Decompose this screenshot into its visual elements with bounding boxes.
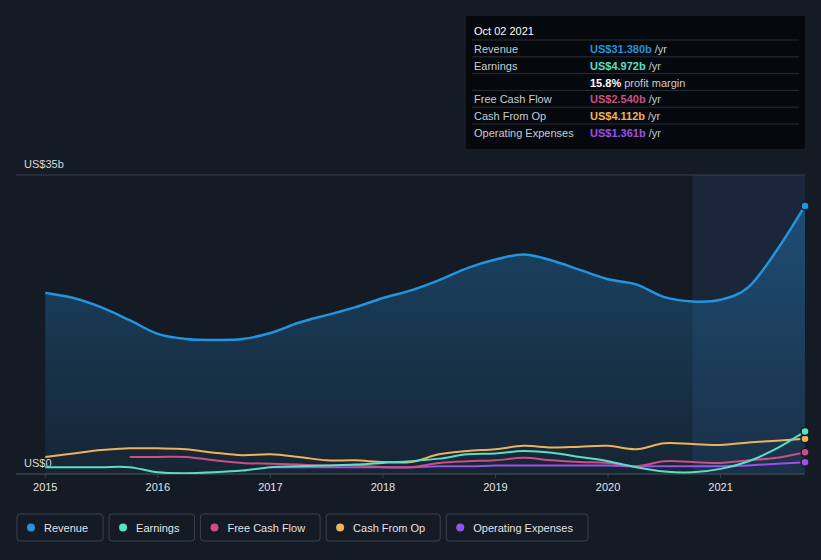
legend-item: Revenue	[17, 514, 103, 541]
legend-dot	[210, 524, 218, 532]
legend-label: Operating Expenses	[473, 522, 573, 534]
margin-value: 15.8%	[590, 77, 621, 89]
legend-label: Earnings	[136, 522, 180, 534]
unit: /yr	[649, 127, 662, 139]
value: US$4.112b	[590, 110, 645, 122]
x-tick-label: 2017	[258, 481, 282, 493]
value: US$4.972b	[590, 60, 646, 72]
grid-line	[16, 175, 805, 176]
tooltip-box	[466, 16, 805, 149]
legend-box	[17, 514, 103, 541]
tooltip-date: Oct 02 2021	[474, 25, 534, 37]
series-line	[45, 432, 805, 474]
end-marker	[801, 448, 809, 456]
x-tick	[45, 474, 46, 478]
x-tick-label: 2020	[596, 481, 620, 493]
unit: /yr	[649, 93, 662, 105]
unit: /yr	[648, 110, 661, 122]
tooltip-sep	[472, 90, 799, 91]
tooltip-value: US$1.361b/yr	[590, 127, 661, 139]
x-tick-label: 2019	[483, 481, 507, 493]
tooltip-label: Revenue	[474, 43, 518, 55]
x-tick	[157, 474, 158, 478]
x-tick	[382, 474, 383, 478]
legend-dot	[336, 524, 344, 532]
x-tick	[495, 474, 496, 478]
unit: /yr	[649, 60, 662, 72]
value: US$31.380b	[590, 43, 652, 55]
series-group	[45, 206, 805, 474]
legend-item: Cash From Op	[326, 514, 440, 541]
end-marker	[801, 202, 809, 210]
tooltip-sep	[472, 56, 799, 57]
tooltip-sep	[472, 107, 799, 108]
legend-item: Operating Expenses	[446, 514, 588, 541]
tooltip-sep	[472, 73, 799, 74]
tooltip-label: Operating Expenses	[474, 127, 574, 139]
tooltip-label: Free Cash Flow	[474, 93, 552, 105]
tooltip-margin: 15.8%profit margin	[590, 77, 685, 89]
background	[0, 0, 821, 560]
tooltip-label: Cash From Op	[474, 110, 546, 122]
legend-dot	[119, 524, 127, 532]
revenue-area	[45, 206, 805, 474]
legend-item: Earnings	[109, 514, 194, 541]
legend-label: Free Cash Flow	[227, 522, 305, 534]
tooltip-sep	[472, 40, 799, 41]
legend-label: Revenue	[44, 522, 88, 534]
legend-box	[109, 514, 194, 541]
legend-dot	[456, 524, 464, 532]
x-tick-label: 2021	[708, 481, 732, 493]
x-tick	[270, 474, 271, 478]
tooltip-value: US$4.112b/yr	[590, 110, 661, 122]
x-tick	[720, 474, 721, 478]
tooltip-value: US$4.972b/yr	[590, 60, 661, 72]
legend-item: Free Cash Flow	[200, 514, 320, 541]
tooltip-value: US$2.540b/yr	[590, 93, 661, 105]
unit: /yr	[655, 43, 668, 55]
x-tick-label: 2016	[146, 481, 170, 493]
tooltip-value: US$31.380b/yr	[590, 43, 667, 55]
y-tick-label: US$35b	[24, 158, 64, 170]
end-marker	[801, 458, 809, 466]
legend-box	[446, 514, 588, 541]
legend-dot	[27, 524, 35, 532]
margin-text: profit margin	[624, 77, 685, 89]
tooltip-sep	[472, 124, 799, 125]
legend-box	[200, 514, 320, 541]
x-tick-label: 2018	[371, 481, 395, 493]
series-line	[45, 206, 805, 340]
legend-box	[326, 514, 440, 541]
x-tick	[608, 474, 609, 478]
tooltip-label: Earnings	[474, 60, 518, 72]
chart: US$0US$35b2015201620172018201920202021Oc…	[0, 0, 821, 560]
end-marker	[801, 428, 809, 436]
x-tick-label: 2015	[33, 481, 57, 493]
legend-label: Cash From Op	[353, 522, 425, 534]
value: US$2.540b	[590, 93, 646, 105]
value: US$1.361b	[590, 127, 646, 139]
